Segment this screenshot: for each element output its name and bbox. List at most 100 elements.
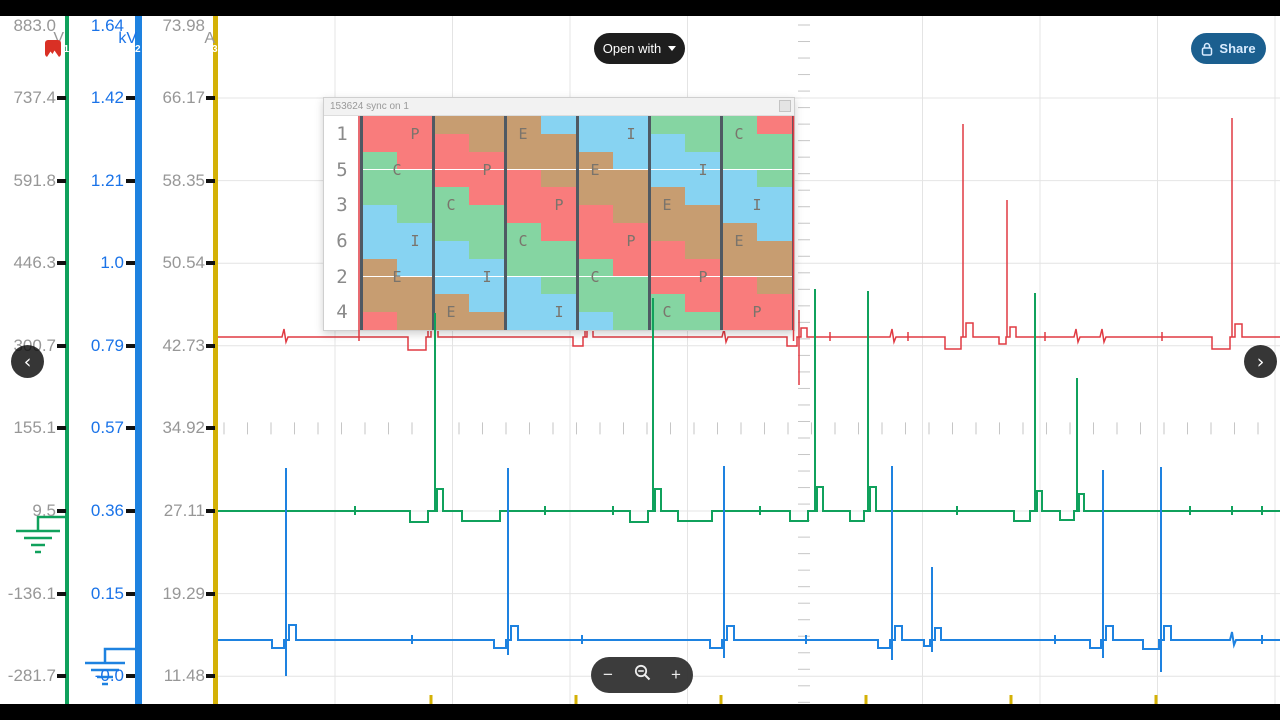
a-axis-tick (206, 509, 215, 513)
red-ignition-trace (218, 118, 1280, 385)
cylinder-row-label: 2 (336, 265, 348, 288)
stroke-cell-E (577, 187, 685, 206)
a-axis-value: 50.54 (162, 253, 205, 273)
sync-marker-line (360, 116, 363, 330)
stroke-cell-E (721, 258, 793, 277)
zoom-toolbar: − + (591, 657, 693, 693)
stroke-cell-I (577, 133, 685, 152)
v-axis-tick (57, 426, 66, 431)
a-axis-tick (206, 674, 215, 679)
stroke-cell-E (505, 151, 613, 170)
v-axis-tick (57, 591, 66, 596)
stroke-cell-C (577, 294, 685, 313)
stroke-cell-C (433, 223, 541, 241)
v-axis-value: 155.1 (13, 418, 56, 438)
zoom-out-button[interactable]: − (603, 665, 613, 684)
stroke-cell-I (613, 151, 721, 170)
stroke-cell-E (757, 276, 793, 295)
cylinder-row-label: 5 (336, 158, 348, 181)
v-axis-value: -281.7 (7, 666, 56, 686)
stroke-letter-I: I (482, 267, 492, 286)
v-axis-tick (57, 509, 66, 513)
stroke-cell-I (361, 205, 397, 223)
stroke-cell-E (433, 116, 541, 134)
share-button[interactable]: Share (1191, 33, 1266, 64)
kv-axis-value: 1.42 (90, 88, 124, 107)
kv-axis-tick (126, 591, 135, 596)
v-axis-unit: V (53, 30, 64, 47)
v-axis-tick (57, 343, 66, 348)
stroke-cell-E (649, 223, 757, 241)
stroke-letter-P: P (410, 124, 420, 143)
stroke-letter-I: I (752, 196, 762, 215)
stroke-letter-C: C (392, 160, 402, 179)
kv-axis-line (135, 14, 142, 706)
a-axis-unit: A (204, 30, 215, 47)
a-axis-value: 19.29 (162, 583, 205, 603)
stroke-letter-P: P (626, 231, 636, 250)
stroke-letter-E: E (734, 231, 744, 250)
sync-window-title[interactable]: 153624 sync on 1 (324, 98, 794, 116)
magnifier-icon[interactable] (630, 664, 654, 686)
kv-axis-value: 0.79 (90, 335, 124, 355)
a-axis-value: 66.17 (162, 88, 205, 107)
next-page-button[interactable]: › (1244, 345, 1277, 378)
stroke-cell-P (721, 312, 793, 330)
stroke-cell-P (397, 151, 505, 170)
kv-axis-tick (126, 674, 135, 679)
a-axis-tick (206, 343, 215, 348)
stroke-letter-P: P (482, 160, 492, 179)
a-axis-tick (206, 96, 215, 100)
open-with-label: Open with (602, 41, 662, 56)
cylinder-row-label: 4 (336, 301, 348, 324)
stroke-cell-C (469, 240, 577, 259)
stroke-letter-E: E (662, 196, 672, 215)
open-with-button[interactable]: Open with (594, 33, 685, 64)
top-letterbox-bar (0, 0, 1280, 16)
stroke-cell-C (685, 133, 793, 152)
sync-marker-line (648, 116, 651, 330)
stroke-cell-E (361, 294, 469, 313)
window-close-icon[interactable] (779, 100, 791, 112)
stroke-cell-P (541, 223, 649, 241)
cylinder-row-label: 3 (336, 194, 348, 217)
stroke-cell-C (541, 276, 649, 295)
previous-page-button[interactable]: ‹ (11, 345, 44, 378)
stroke-letter-E: E (392, 267, 402, 286)
stroke-cell-I (505, 312, 613, 330)
stroke-cell-C (361, 151, 397, 170)
a-axis-value: 11.48 (163, 666, 205, 686)
stroke-cell-I (649, 169, 757, 188)
kv-axis-value: 0.36 (90, 501, 124, 520)
v-axis-tick (57, 261, 66, 266)
a-axis-line (213, 14, 218, 706)
stroke-letter-C: C (662, 303, 672, 322)
zoom-in-button[interactable]: + (671, 665, 681, 684)
stroke-letter-C: C (590, 267, 600, 286)
a-axis-tick (206, 261, 215, 266)
mountain-glyph (47, 50, 59, 57)
stroke-letter-I: I (626, 124, 636, 143)
stroke-cell-I (397, 258, 505, 277)
cylinder-row-label: 1 (336, 122, 348, 145)
stroke-cell-E (613, 205, 721, 223)
stroke-cell-C (397, 205, 505, 223)
stroke-letter-E: E (446, 303, 456, 322)
stroke-cell-P (505, 205, 613, 223)
kv-axis-tick (126, 509, 135, 513)
a-axis-value: 34.92 (162, 418, 205, 438)
lock-icon (1202, 42, 1213, 56)
a-axis-value: 73.98 (162, 16, 205, 35)
stroke-cell-C (505, 258, 613, 277)
stroke-letter-P: P (752, 303, 762, 322)
stroke-letter-E: E (590, 160, 600, 179)
stroke-letter-C: C (734, 124, 744, 143)
kv-axis-value: 0.57 (90, 418, 124, 438)
stroke-cell-I (361, 240, 469, 259)
stroke-cell-E (541, 169, 649, 188)
stroke-cell-I (757, 223, 793, 241)
stroke-cell-P (685, 294, 793, 313)
